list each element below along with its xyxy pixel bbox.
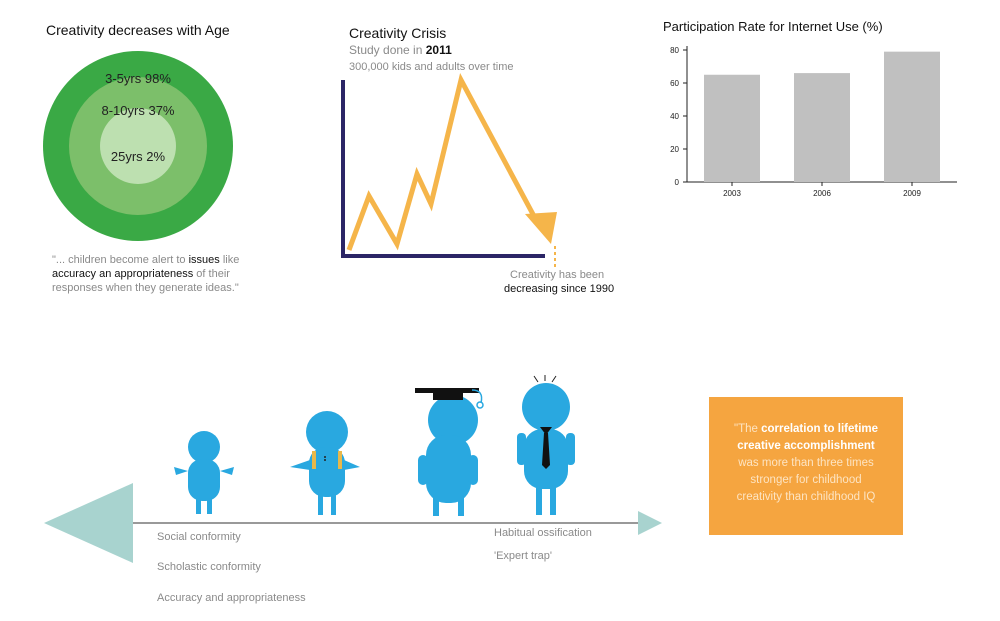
panel1-quote: "... children become alert to issues lik… bbox=[52, 254, 240, 294]
panel2-title: Creativity Crisis bbox=[349, 25, 447, 41]
panel2-study: Study done in 2011 bbox=[349, 43, 452, 57]
label-accuracy: Accuracy and appropriateness bbox=[157, 592, 306, 604]
inner-ring bbox=[100, 108, 176, 184]
age-rings-graphic: 3-5yrs 98% 8-10yrs 37% 25yrs 2% bbox=[43, 51, 233, 241]
ring-label-inner: 25yrs 2% bbox=[111, 149, 166, 164]
panel2-note-line1: Creativity has been bbox=[510, 269, 605, 281]
chart-title: Participation Rate for Internet Use (%) bbox=[663, 19, 883, 34]
y-tick-label: 0 bbox=[675, 178, 680, 187]
label-expert-trap: 'Expert trap' bbox=[494, 550, 553, 562]
bar-2009 bbox=[884, 51, 940, 183]
child-figure bbox=[174, 431, 234, 514]
timeline-graphic bbox=[44, 375, 662, 563]
x-tick-label-2009: 2009 bbox=[903, 189, 921, 198]
left-arrowhead bbox=[44, 483, 133, 563]
crisis-arrowhead bbox=[525, 212, 557, 244]
graduate-figure bbox=[415, 388, 484, 516]
y-tick-label: 80 bbox=[670, 46, 679, 55]
panel1-title: Creativity decreases with Age bbox=[46, 22, 230, 38]
panel2-subtitle: 300,000 kids and adults over time bbox=[349, 61, 514, 73]
label-social-conformity: Social conformity bbox=[157, 531, 241, 543]
x-tick-label-2006: 2006 bbox=[813, 189, 831, 198]
quote-box: "The correlation to lifetime creative ac… bbox=[709, 397, 903, 535]
ring-label-middle: 8-10yrs 37% bbox=[102, 103, 175, 118]
panel2-note-line2: decreasing since 1990 bbox=[504, 283, 615, 295]
x-tick-label-2003: 2003 bbox=[723, 189, 741, 198]
bar-2003 bbox=[704, 74, 760, 182]
crisis-trend-line bbox=[346, 73, 538, 251]
y-tick-label: 40 bbox=[670, 112, 679, 121]
y-tick-label: 20 bbox=[670, 145, 679, 154]
y-tick-label: 60 bbox=[670, 79, 679, 88]
ring-label-outer: 3-5yrs 98% bbox=[105, 71, 171, 86]
professional-figure bbox=[517, 375, 575, 515]
bar-2006 bbox=[794, 73, 850, 182]
right-arrowhead bbox=[638, 511, 662, 535]
label-habitual-ossification: Habitual ossification bbox=[494, 527, 592, 539]
crisis-line-graphic bbox=[341, 73, 557, 270]
student-figure bbox=[290, 411, 360, 515]
bar-chart: 0 20 40 60 80 2003 2006 2009 bbox=[670, 46, 957, 198]
label-scholastic-conformity: Scholastic conformity bbox=[157, 561, 261, 573]
